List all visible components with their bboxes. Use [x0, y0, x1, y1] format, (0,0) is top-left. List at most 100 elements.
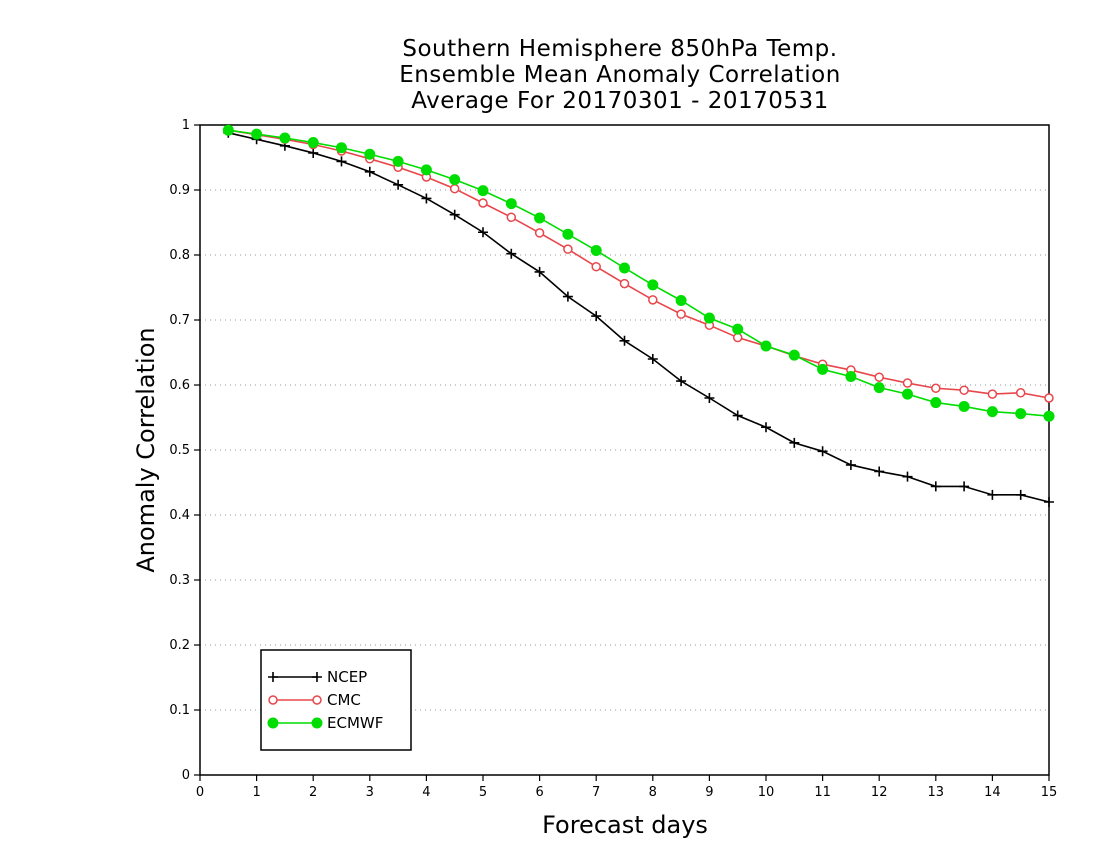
x-tick-label: 13 — [928, 785, 945, 800]
ecmwf-point — [392, 155, 404, 167]
x-tick-label: 10 — [758, 785, 775, 800]
cmc-point — [874, 372, 884, 382]
ncep-point — [534, 266, 545, 277]
x-tick-label: 7 — [592, 785, 600, 800]
cmc-line — [228, 129, 1050, 399]
ecmwf-point — [449, 174, 461, 186]
ecmwf-point — [364, 148, 376, 160]
legend-item-ecmwf: ECMWF — [267, 714, 383, 732]
ecmwf-point — [902, 388, 913, 400]
x-tick-label: 0 — [196, 785, 204, 800]
ecmwf-point — [420, 164, 432, 176]
x-tick-label: 8 — [649, 785, 657, 800]
ncep-point — [704, 393, 715, 403]
cmc-point — [676, 309, 686, 319]
ncep-point — [817, 446, 828, 457]
ncep-line — [228, 132, 1050, 503]
ncep-point — [845, 459, 856, 470]
ncep-point — [591, 311, 602, 322]
ncep-point — [732, 410, 743, 421]
ncep-point — [393, 179, 404, 190]
cmc-series — [223, 125, 1054, 403]
ecmwf-point — [732, 323, 744, 335]
cmc-point — [506, 212, 517, 223]
series-lines — [222, 124, 1055, 507]
cmc-point — [1015, 388, 1026, 398]
ecmwf-point — [590, 244, 602, 256]
x-tick-label: 11 — [814, 785, 831, 800]
x-tick-label: 5 — [479, 785, 487, 800]
ncep-point — [874, 466, 885, 477]
cmc-point — [534, 228, 545, 238]
ecmwf-point — [817, 363, 829, 375]
ecmwf-point — [703, 312, 715, 324]
ecmwf-point — [251, 128, 263, 140]
x-tick-label: 15 — [1041, 785, 1058, 800]
x-tick-label: 1 — [252, 785, 260, 800]
ecmwf-point — [845, 371, 857, 383]
cmc-point — [732, 332, 743, 343]
ncep-point — [647, 354, 658, 364]
ncep-point — [336, 156, 347, 167]
y-tick-label: 1 — [182, 118, 190, 133]
legend-marker — [268, 695, 278, 705]
legend-marker — [268, 672, 278, 682]
x-tick-label: 4 — [422, 785, 430, 800]
y-tick-label: 0 — [182, 768, 190, 783]
legend-label: NCEP — [327, 668, 367, 686]
ncep-series — [223, 127, 1054, 507]
ncep-point — [506, 248, 517, 259]
ecmwf-point — [505, 198, 517, 210]
x-tick-label: 9 — [705, 785, 713, 800]
ecmwf-point — [562, 228, 574, 240]
y-axis-title: Anomaly Correlation — [132, 327, 160, 572]
y-tick-label: 0.2 — [169, 638, 190, 653]
y-tick-label: 0.5 — [169, 443, 190, 458]
chart-title: Southern Hemisphere 850hPa Temp. Ensembl… — [0, 36, 1100, 114]
x-tick-label: 3 — [366, 785, 374, 800]
ncep-point — [478, 227, 488, 238]
y-tick-label: 0.6 — [169, 378, 190, 393]
ecmwf-point — [788, 349, 800, 361]
y-tick-label: 0.1 — [169, 703, 190, 718]
cmc-point — [648, 295, 658, 305]
legend-marker — [311, 717, 323, 729]
legend-marker — [312, 695, 322, 705]
legend-item-cmc: CMC — [268, 691, 361, 709]
ecmwf-series — [222, 124, 1055, 422]
legend: NCEP CMC ECMWF — [260, 649, 412, 751]
ecmwf-point — [534, 212, 546, 224]
ncep-point — [308, 147, 319, 158]
cmc-point — [619, 278, 630, 289]
legend-item-ncep: NCEP — [268, 668, 367, 686]
legend-marker — [267, 717, 279, 729]
x-axis: 0 1 2 3 4 5 6 7 8 9 10 11 12 13 14 15 — [196, 775, 1057, 800]
ecmwf-point — [986, 406, 998, 418]
ecmwf-point — [307, 137, 319, 149]
y-tick-label: 0.9 — [169, 183, 190, 198]
ncep-point — [959, 481, 970, 492]
x-tick-label: 12 — [871, 785, 888, 800]
ecmwf-line — [228, 129, 1050, 417]
ncep-point — [930, 481, 941, 492]
ecmwf-point — [279, 132, 291, 144]
ecmwf-point — [930, 397, 942, 409]
ncep-point — [1044, 497, 1054, 507]
ecmwf-point — [675, 295, 687, 306]
ecmwf-point — [873, 382, 885, 394]
ncep-point — [562, 291, 573, 302]
x-tick-label: 14 — [984, 785, 1001, 800]
cmc-point — [931, 383, 941, 393]
cmc-point — [987, 389, 998, 399]
ncep-point — [364, 166, 375, 177]
ncep-point — [676, 376, 687, 387]
ncep-point — [902, 471, 913, 482]
ecmwf-point — [619, 262, 630, 274]
cmc-point — [959, 385, 969, 395]
x-tick-label: 2 — [309, 785, 317, 800]
x-axis-title: Forecast days — [542, 811, 708, 839]
ncep-point — [987, 489, 998, 500]
ecmwf-point — [336, 142, 347, 154]
ecmwf-point — [958, 400, 970, 412]
